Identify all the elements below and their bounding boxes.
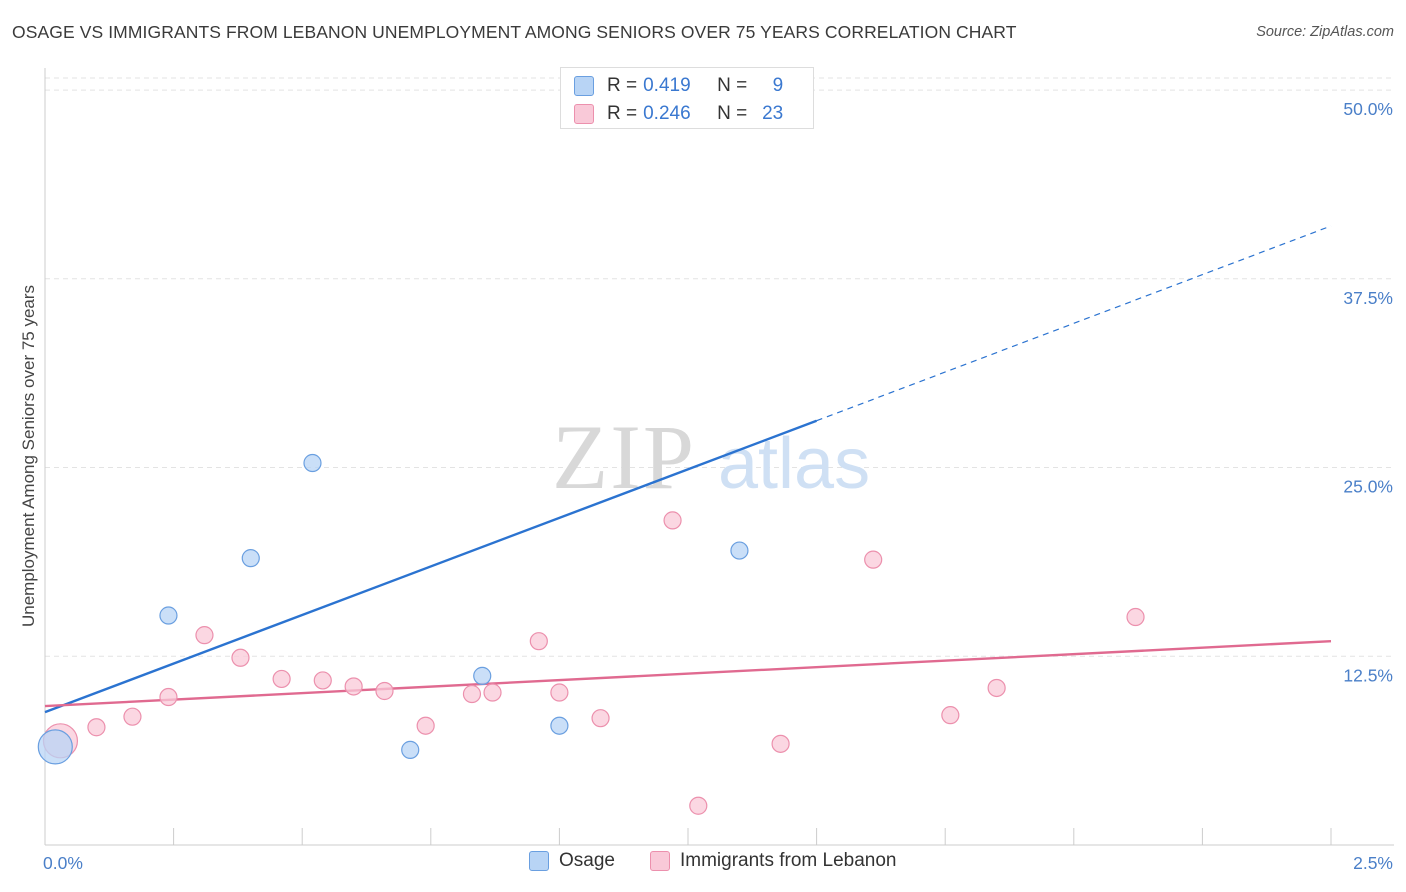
tick-labels: 12.5% 25.0% 37.5% 50.0% 0.0% 2.5% (43, 99, 1393, 873)
lebanon-point (941, 706, 960, 725)
r-label: R = (607, 75, 638, 96)
osage-legend-swatch (529, 851, 549, 871)
stats-row-lebanon: R = 0.246 N = 23 (574, 101, 784, 127)
osage-point (241, 549, 260, 568)
y-tick-label: 50.0% (1343, 99, 1393, 119)
lebanon-legend-swatch (650, 851, 670, 871)
n-value: 9 (772, 75, 784, 96)
lebanon-point (416, 716, 435, 735)
x-tick-label: 0.0% (43, 853, 83, 873)
r-value: 0.419 (643, 75, 691, 96)
watermark-zip: ZIP (552, 406, 696, 508)
stats-legend: R = 0.419 N = 9 R = 0.246 N = 23 (560, 67, 814, 129)
lebanon-point (771, 734, 790, 753)
lebanon-point (483, 683, 502, 702)
x-tick-label: 2.5% (1353, 853, 1393, 873)
lebanon-point (195, 626, 214, 645)
lebanon-point (231, 648, 250, 667)
osage-trend-line (44, 419, 818, 714)
grid (45, 77, 1394, 657)
axes (44, 68, 1394, 846)
r-value: 0.246 (643, 103, 691, 124)
data-points (37, 76, 1145, 815)
lebanon-point (123, 707, 142, 726)
chart-title: OSAGE VS IMMIGRANTS FROM LEBANON UNEMPLO… (12, 22, 1017, 42)
n-label: N = (717, 75, 748, 96)
lebanon-point (87, 718, 106, 737)
lebanon-point (462, 684, 482, 704)
lebanon-point (591, 709, 610, 728)
n-label: N = (717, 103, 748, 124)
y-tick-label: 37.5% (1343, 288, 1393, 308)
legend-item-lebanon[interactable]: Immigrants from Lebanon (650, 850, 897, 872)
trend-lines (44, 225, 1332, 714)
y-tick-label: 25.0% (1343, 477, 1393, 497)
watermark-atlas: atlas (718, 424, 870, 504)
osage-point (473, 666, 492, 685)
source-label: Source: ZipAtlas.com (1256, 24, 1394, 40)
osage-point (730, 541, 749, 560)
n-value: 23 (762, 103, 784, 124)
legend-label-lebanon: Immigrants from Lebanon (680, 850, 897, 871)
lebanon-point (987, 678, 1006, 698)
series-legend: Osage Immigrants from Lebanon (0, 850, 1406, 880)
legend-item-osage[interactable]: Osage (529, 850, 615, 872)
lebanon-point (313, 671, 332, 690)
y-axis-label: Unemployment Among Seniors over 75 years (19, 285, 38, 627)
lebanon-point (159, 687, 178, 707)
lebanon-trend-line (44, 639, 1332, 708)
lebanon-point (529, 632, 548, 651)
osage-point (550, 716, 569, 735)
lebanon-swatch (574, 104, 594, 124)
lebanon-point (550, 683, 569, 702)
osage-swatch (574, 76, 594, 96)
legend-label-osage: Osage (559, 850, 615, 871)
osage-point (401, 740, 420, 759)
osage-point (37, 729, 73, 765)
osage-trend-extension (816, 225, 1332, 422)
watermark: ZIP atlas (552, 406, 870, 508)
lebanon-point (375, 681, 394, 701)
osage-point (159, 606, 178, 625)
stats-row-osage: R = 0.419 N = 9 (574, 73, 784, 99)
osage-point (303, 453, 322, 473)
y-tick-label: 12.5% (1343, 665, 1393, 685)
lebanon-point (1126, 607, 1145, 627)
lebanon-point (272, 669, 291, 689)
lebanon-point (864, 550, 883, 569)
r-label: R = (607, 103, 638, 124)
lebanon-point (689, 796, 708, 815)
lebanon-point (344, 677, 363, 696)
lebanon-point (663, 511, 682, 530)
